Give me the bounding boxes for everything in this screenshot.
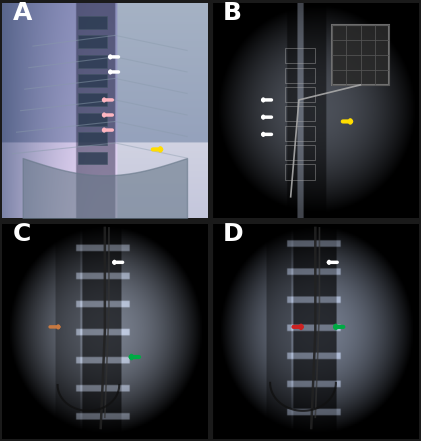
Bar: [285, 126, 315, 141]
Bar: [78, 55, 107, 67]
Bar: [78, 152, 107, 164]
Bar: [285, 145, 315, 160]
Bar: [285, 164, 315, 179]
Text: C: C: [12, 222, 31, 246]
Text: D: D: [223, 222, 243, 246]
Bar: [78, 74, 107, 87]
Bar: [285, 87, 315, 102]
Bar: [78, 113, 107, 126]
Bar: [285, 48, 315, 64]
Bar: [78, 93, 107, 106]
Bar: [78, 35, 107, 48]
Text: B: B: [223, 1, 242, 25]
Bar: [285, 67, 315, 83]
Bar: [285, 106, 315, 121]
Bar: [78, 16, 107, 29]
Text: A: A: [12, 1, 32, 25]
Bar: [332, 25, 389, 85]
Bar: [78, 132, 107, 145]
